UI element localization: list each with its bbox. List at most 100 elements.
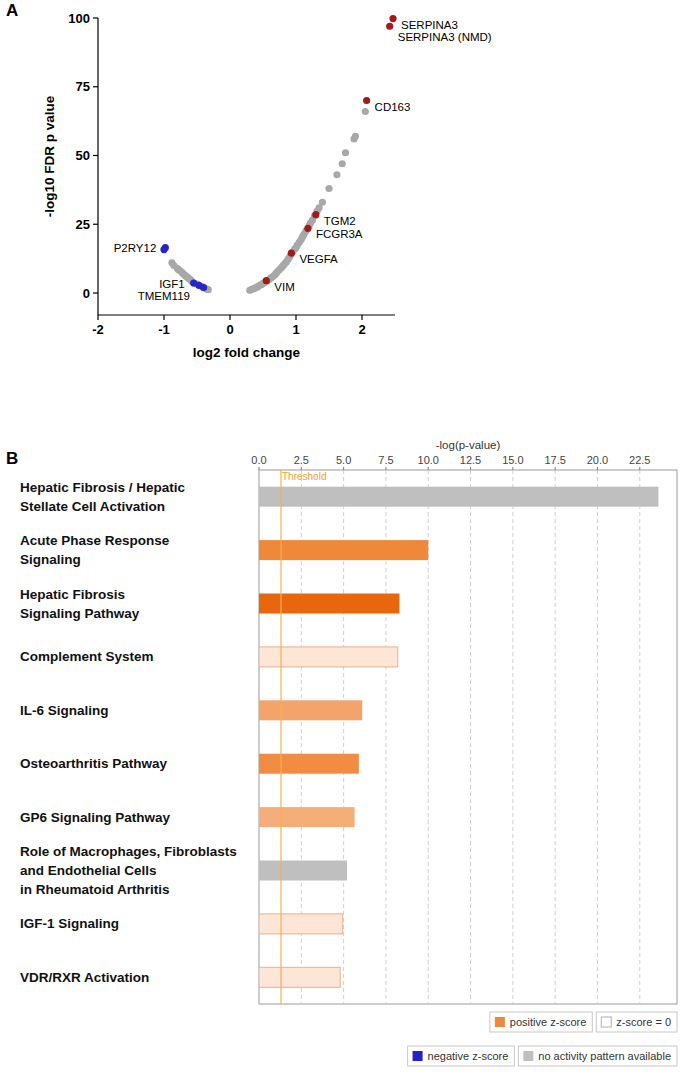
category-label-line: Stellate Cell Activation	[20, 499, 165, 514]
y-tick-label: 25	[76, 217, 90, 232]
category-label-line: GP6 Signaling Pathway	[20, 810, 171, 825]
point-label: P2RY12	[114, 242, 157, 254]
grid-line	[470, 470, 471, 1004]
bars	[259, 470, 658, 1004]
point-label: TMEM119	[138, 290, 190, 302]
x-tick-label: 15.0	[502, 454, 523, 466]
legend-box	[408, 1046, 515, 1066]
legend-swatch	[495, 1017, 505, 1027]
category-label-line: Acute Phase Response	[20, 533, 170, 548]
legend-box	[518, 1046, 677, 1066]
point-label: TGM2	[324, 215, 356, 227]
y-tick	[93, 292, 98, 293]
point	[288, 250, 295, 257]
x-tick-label: 17.5	[544, 454, 565, 466]
bar	[259, 700, 362, 720]
bar	[259, 967, 340, 987]
y-tick-label: 0	[83, 286, 90, 301]
y-axis-label: -log10 FDR p value	[42, 95, 57, 217]
point-label: VEGFA	[299, 253, 338, 265]
x-tick-label: 5.0	[336, 454, 351, 466]
y-axis	[97, 18, 98, 315]
x-tick-label: 0.0	[251, 454, 266, 466]
point	[263, 277, 270, 284]
point-label: FCGR3A	[316, 228, 363, 240]
x-tick	[259, 467, 260, 470]
point-label: CD163	[375, 101, 411, 113]
y-tick	[93, 224, 98, 225]
category-label-line: Signaling	[20, 552, 81, 567]
point	[160, 246, 167, 253]
points	[160, 15, 396, 294]
category-label: IL-6 Signaling	[20, 703, 109, 718]
y-tick	[93, 155, 98, 156]
x-tick-label: 7.5	[378, 454, 393, 466]
x-axis	[98, 314, 395, 315]
point-label: VIM	[274, 281, 294, 293]
grid-line	[555, 470, 556, 1004]
category-label: Hepatic Fibrosis Signaling Pathway	[20, 587, 140, 621]
x-tick-label: 10.0	[418, 454, 439, 466]
grid-line	[639, 470, 640, 1004]
category-label: Role of Macrophages, Fibroblastsand Endo…	[20, 844, 237, 897]
legend-label: z-score = 0	[616, 1016, 671, 1028]
y-tick	[93, 17, 98, 18]
category-label-line: in Rheumatoid Arthritis	[20, 882, 170, 897]
bar	[259, 807, 355, 827]
threshold-label: Threshold	[282, 471, 326, 482]
x-tick	[97, 315, 98, 320]
x-tick	[512, 467, 513, 470]
grid-line	[597, 470, 598, 1004]
point	[333, 171, 340, 178]
x-tick-label: 1	[292, 322, 299, 337]
category-label-line: Hepatic Fibrosis	[20, 587, 125, 602]
x-tick	[428, 467, 429, 470]
bar	[259, 487, 658, 507]
x-tick	[639, 467, 640, 470]
x-tick-label: -2	[92, 322, 104, 337]
point	[386, 23, 393, 30]
x-tick	[470, 467, 471, 470]
legend-swatch	[601, 1017, 611, 1027]
x-axis-label: log2 fold change	[193, 345, 301, 360]
legend-label: negative z-score	[428, 1050, 509, 1062]
category-label: Complement System	[20, 649, 154, 664]
y-tick	[93, 86, 98, 87]
category-label-line: VDR/RXR Activation	[20, 970, 149, 985]
bar	[259, 540, 428, 560]
legend-label: no activity pattern available	[538, 1050, 671, 1062]
category-label: GP6 Signaling Pathway	[20, 810, 171, 825]
point	[319, 199, 326, 206]
point	[362, 108, 369, 115]
legend-box	[490, 1012, 592, 1032]
category-label: Osteoarthritis Pathway	[20, 756, 168, 771]
y-tick-label: 50	[76, 148, 90, 163]
category-label-line: and Endothelial Cells	[20, 863, 157, 878]
x-tick	[301, 467, 302, 470]
category-label-line: Complement System	[20, 649, 154, 664]
x-tick	[343, 467, 344, 470]
category-label-line: Osteoarthritis Pathway	[20, 756, 168, 771]
category-label-line: IL-6 Signaling	[20, 703, 109, 718]
point-label: IGF1	[159, 278, 185, 290]
bar	[259, 754, 359, 774]
bar	[259, 861, 347, 881]
category-label-line: Signaling Pathway	[20, 606, 140, 621]
point	[200, 284, 207, 291]
point	[363, 97, 370, 104]
x-tick-label: 22.5	[629, 454, 650, 466]
threshold-line	[280, 470, 281, 1004]
x-tick	[385, 467, 386, 470]
panel-label: A	[6, 1, 18, 20]
grid-line	[512, 470, 513, 1004]
legend-box	[596, 1012, 677, 1032]
category-label-line: Hepatic Fibrosis / Hepatic	[20, 480, 186, 495]
point	[339, 160, 346, 167]
x-tick	[163, 315, 164, 320]
y-tick-label: 75	[76, 79, 90, 94]
legend-swatch	[523, 1051, 533, 1061]
point	[389, 15, 396, 22]
point	[325, 185, 332, 192]
bar	[259, 647, 398, 667]
category-label: Acute Phase Response Signaling	[20, 533, 170, 567]
